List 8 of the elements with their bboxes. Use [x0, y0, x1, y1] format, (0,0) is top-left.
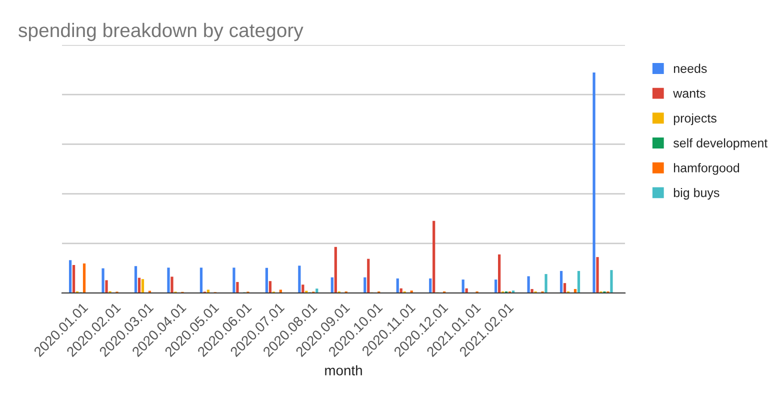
- legend-label: self development: [673, 138, 768, 150]
- legend-label: wants: [673, 90, 706, 98]
- legend-label: projects: [674, 113, 716, 126]
- legend-label: needs: [674, 64, 707, 73]
- legend-label: big buys: [674, 188, 720, 200]
- legend-label: hamforgood: [674, 163, 740, 175]
- x-axis-title: month: [325, 365, 362, 376]
- chart-title: spending breakdown by category: [18, 22, 304, 42]
